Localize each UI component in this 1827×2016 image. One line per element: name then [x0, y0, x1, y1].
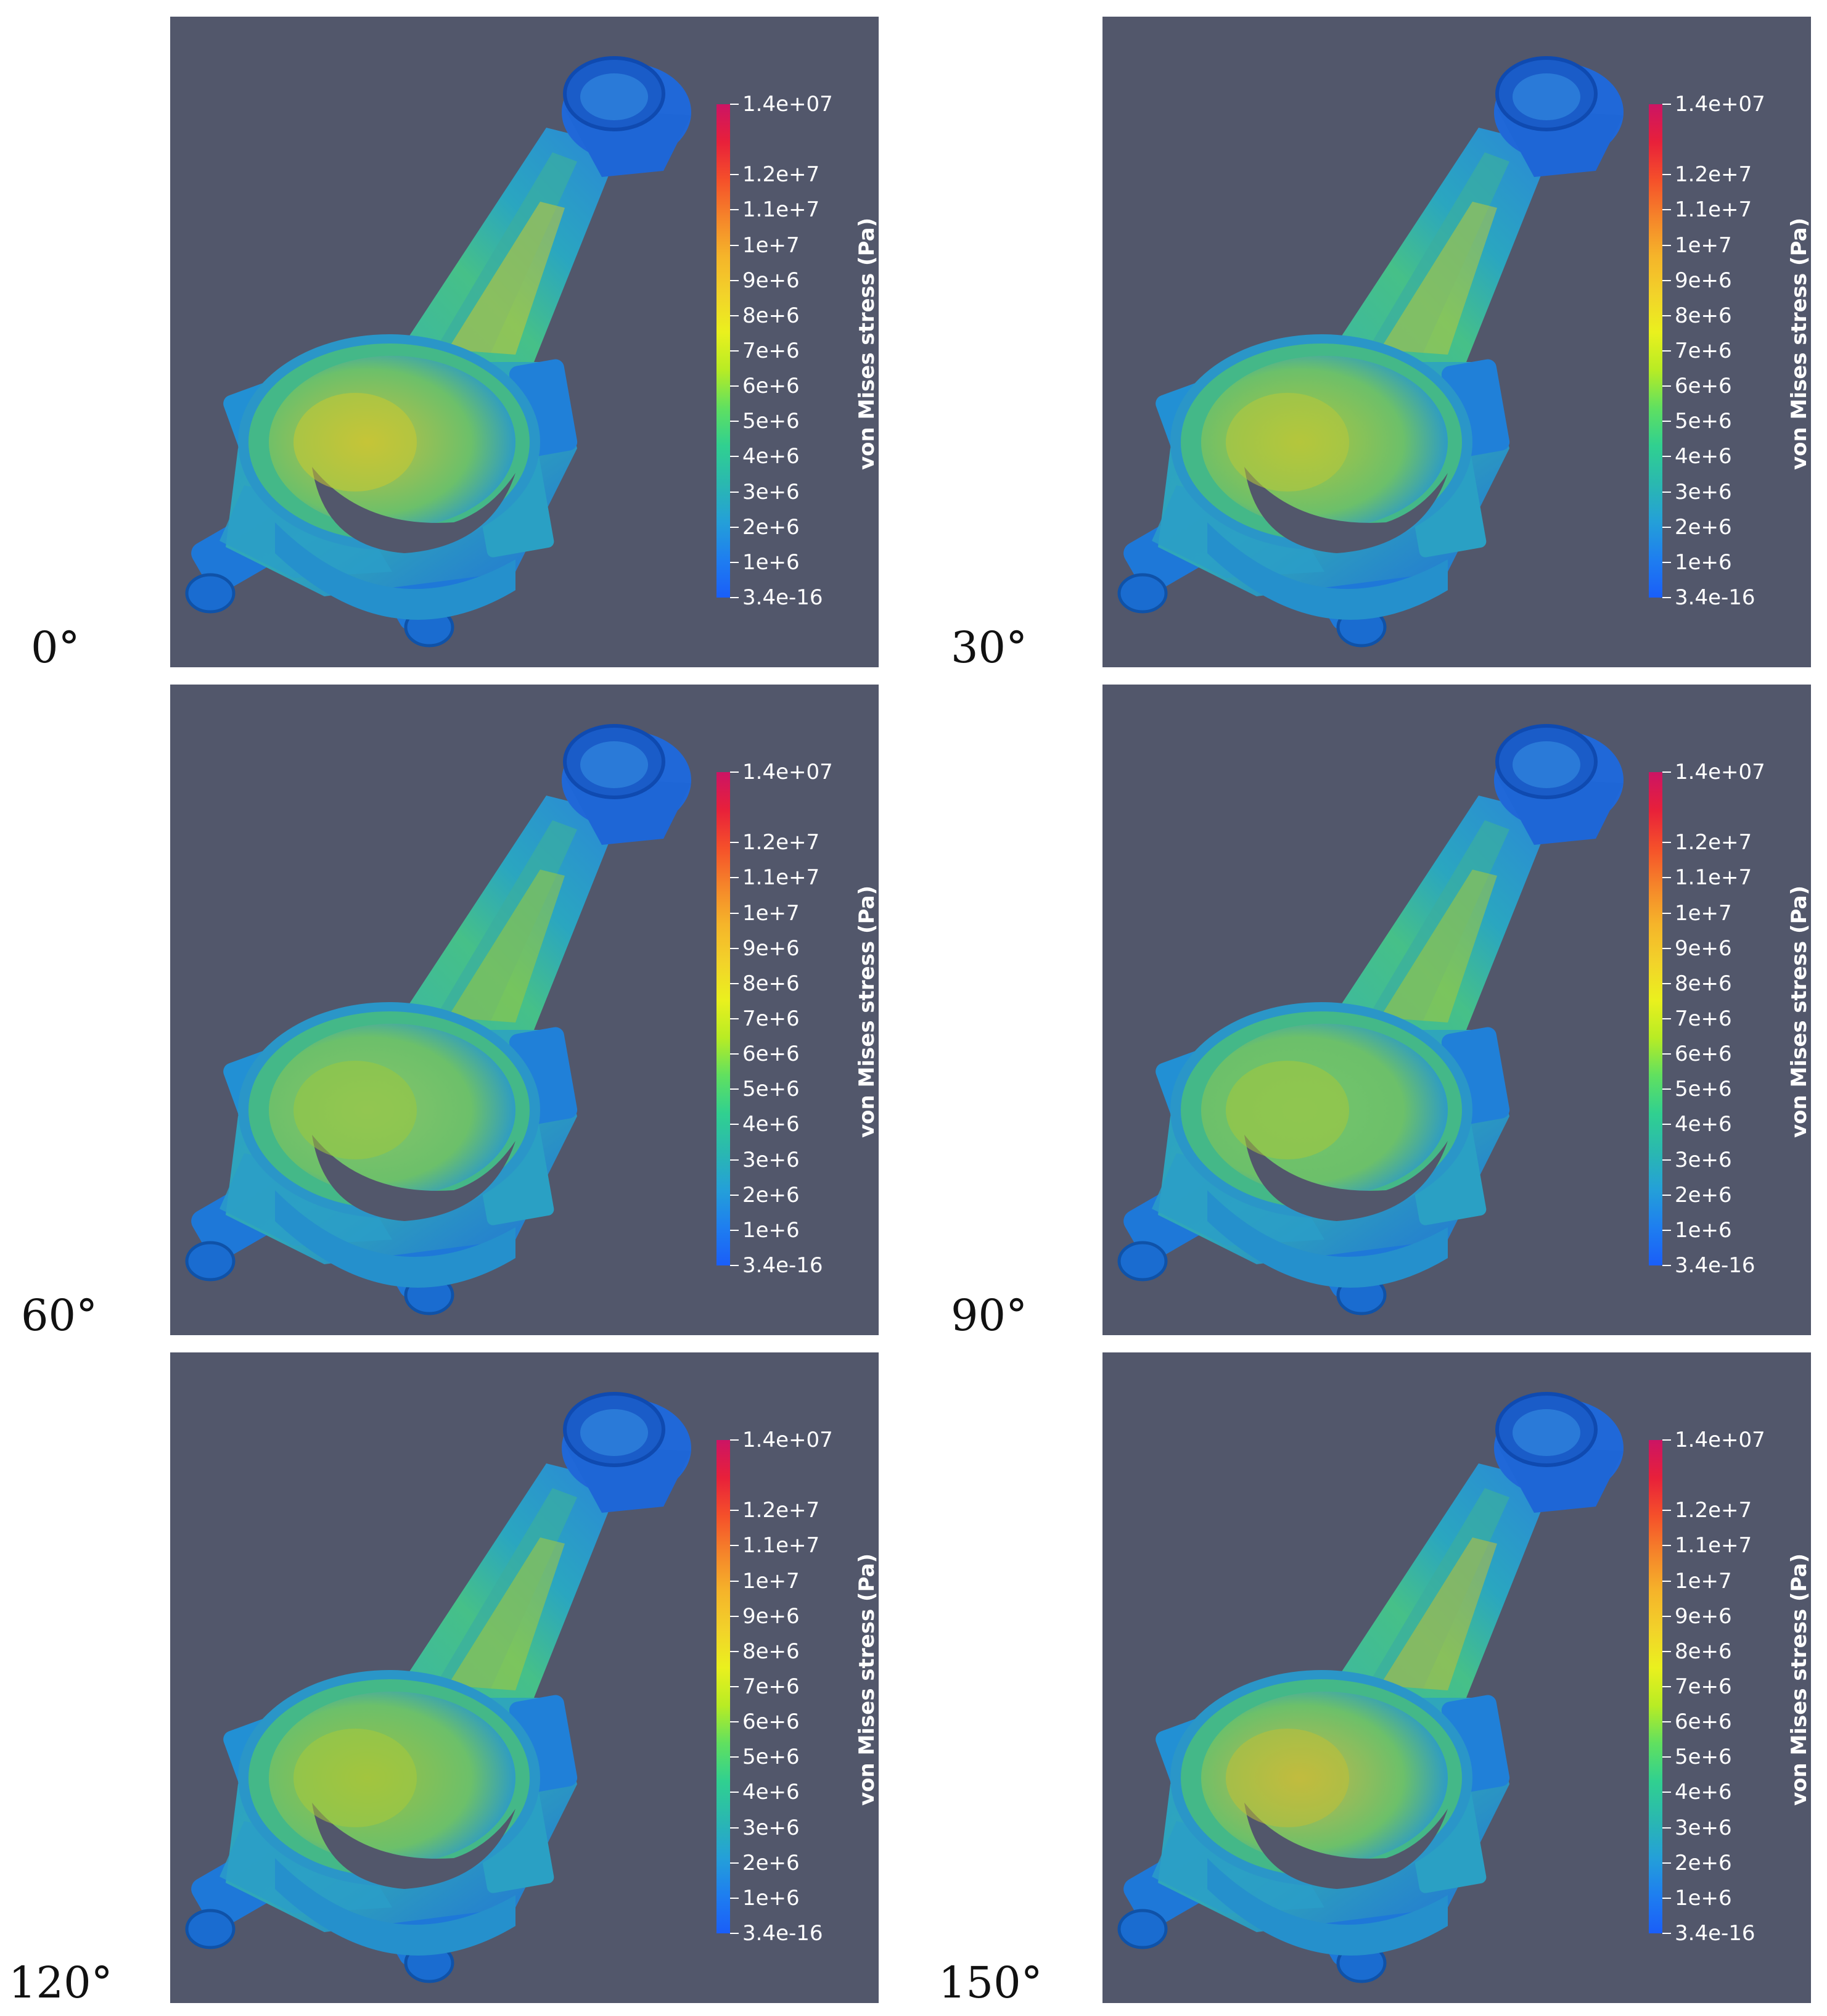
- angle-label: 90°: [951, 1290, 1028, 1341]
- angle-label: 30°: [951, 622, 1028, 673]
- angle-label: 0°: [31, 622, 80, 673]
- connecting-rod-render: [185, 1392, 691, 1983]
- render-panel: 1.4e+07 1.2e+7 1.1e+7 1e+7 9e+6 8e+6 7e+6 6e+6 5…: [1102, 17, 1811, 667]
- angle-label: 60°: [21, 1290, 98, 1341]
- render-panel: 1.4e+07 1.2e+7 1.1e+7 1e+7 9e+6 8e+6 7e+6 6e+6 5…: [170, 17, 879, 667]
- angle-label: 120°: [9, 1957, 113, 2008]
- angle-label: 150°: [938, 1957, 1043, 2008]
- connecting-rod-render: [1117, 56, 1624, 648]
- render-panel: 1.4e+07 1.2e+7 1.1e+7 1e+7 9e+6 8e+6 7e+6 6e+6 5…: [1102, 685, 1811, 1335]
- render-panel: 1.4e+07 1.2e+7 1.1e+7 1e+7 9e+6 8e+6 7e+6 6e+6 5…: [1102, 1352, 1811, 2003]
- connecting-rod-render: [1117, 724, 1624, 1315]
- render-panel: 1.4e+07 1.2e+7 1.1e+7 1e+7 9e+6 8e+6 7e+6 6e+6 5…: [170, 685, 879, 1335]
- render-panel: 1.4e+07 1.2e+7 1.1e+7 1e+7 9e+6 8e+6 7e+6 6e+6 5…: [170, 1352, 879, 2003]
- connecting-rod-render: [185, 56, 691, 648]
- connecting-rod-render: [1117, 1392, 1624, 1983]
- connecting-rod-render: [185, 724, 691, 1315]
